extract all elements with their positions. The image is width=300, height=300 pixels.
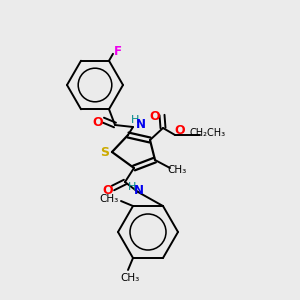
Text: N: N <box>134 184 144 196</box>
Text: CH₃: CH₃ <box>120 273 140 283</box>
Text: N: N <box>136 118 146 130</box>
Text: CH₃: CH₃ <box>167 165 187 175</box>
Text: H: H <box>131 115 139 125</box>
Text: CH₂CH₃: CH₂CH₃ <box>190 128 226 138</box>
Text: S: S <box>100 146 109 158</box>
Text: H: H <box>128 182 136 192</box>
Text: O: O <box>93 116 103 130</box>
Text: CH₃: CH₃ <box>99 194 119 204</box>
Text: F: F <box>114 45 122 58</box>
Text: O: O <box>150 110 160 124</box>
Text: O: O <box>175 124 185 136</box>
Text: O: O <box>103 184 113 197</box>
